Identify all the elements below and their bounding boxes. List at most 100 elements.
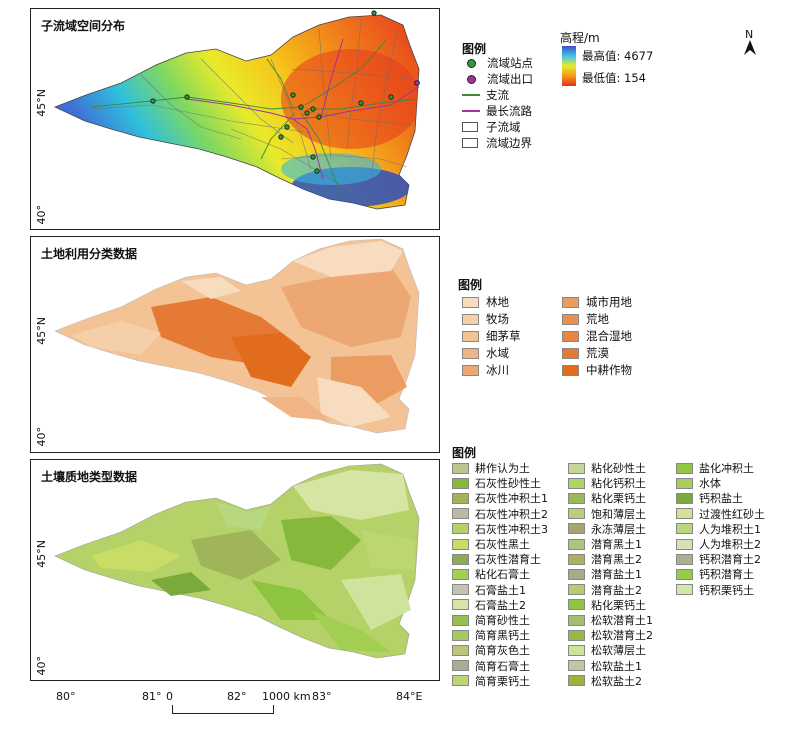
scale-end: 1000 km [262,690,311,703]
landuse-grass: 细茅草 [462,328,521,344]
soil-swatch [568,599,585,611]
soil-swatch [568,477,585,489]
soil-map-panel: 土壤质地类型数据 45°N 40° [30,459,440,681]
soil-legend-item: 盐化冲积土 [676,460,754,476]
soil-label: 过渡性红砂土 [699,507,765,521]
soil-swatch [568,584,585,596]
soil-legend-item: 简育石膏土 [452,658,530,674]
box-icon [462,122,478,132]
soil-label: 简育灰色土 [475,644,530,658]
soil-swatch [452,644,469,656]
soil-legend-item: 松软盐土1 [568,658,642,674]
soil-legend-item: 水体 [676,475,721,491]
soil-patches [91,470,415,652]
lon-label-84: 84°E [396,690,423,703]
soil-map-title: 土壤质地类型数据 [41,470,138,484]
soil-swatch [568,660,585,672]
soil-legend-item: 石膏盐土2 [452,597,526,613]
legend1-title: 图例 [462,42,487,56]
soil-label: 永冻薄层土 [591,522,646,536]
soil-label: 潜育黑土1 [591,538,642,551]
soil-legend-item: 潜育盐土1 [568,566,642,582]
scale-bar [172,705,274,714]
soil-swatch [452,477,469,489]
soil-swatch [452,660,469,672]
lat-label-40: 40° [35,205,48,225]
green-line-icon [462,94,480,96]
legend-longest-path: 最长流路 [462,103,532,119]
soil-swatch [452,538,469,550]
soil-swatch [452,492,469,504]
soil-label: 粘化栗钙土 [591,598,646,612]
soil-legend-item: 石灰性冲积土1 [452,490,548,506]
soil-legend-item: 粘化砂性土 [568,460,646,476]
soil-swatch [676,538,693,550]
soil-legend-item: 石膏盐土1 [452,582,526,598]
landuse-map-title: 土地利用分类数据 [41,247,138,261]
soil-label: 石膏盐土2 [475,598,526,612]
soil-label: 松软薄层土 [591,644,646,658]
soil-swatch [676,508,693,520]
landuse-barren: 荒地 [562,311,609,327]
soil-legend-item: 石灰性砂性土 [452,475,541,491]
soil-label: 石灰性冲积土3 [475,522,548,536]
legend-boundary: 流域边界 [462,135,532,151]
soil-swatch [452,584,469,596]
soil-legend-item: 石灰性冲积土2 [452,506,548,522]
soil-label: 简育黑钙土 [475,629,530,643]
soil-legend-item: 潜育盐土2 [568,582,642,598]
soil-swatch [568,644,585,656]
soil-label: 潜育盐土2 [591,583,642,597]
landuse-crops: 中耕作物 [562,362,632,378]
soil-swatch [452,629,469,641]
lat-label-45: 45°N [35,540,48,568]
lat-label-40: 40° [35,427,48,447]
elevation-max: 最高值: 4677 [582,49,654,63]
elevation-ramp [562,46,576,86]
soil-label: 石灰性砂性土 [475,477,541,491]
legend-station: 流域站点 [462,55,533,71]
basin-outlet [414,80,420,86]
soil-legend-item: 钙积盐土 [676,490,743,506]
soil-legend-item: 粘化石膏土 [452,566,530,582]
soil-label: 潜育盐土1 [591,568,642,582]
soil-legend-item: 耕作认为土 [452,460,530,476]
soil-legend-item: 粘化栗钙土 [568,597,646,613]
soil-swatch [452,614,469,626]
lat-label-45: 45°N [35,317,48,345]
soil-swatch [676,492,693,504]
soil-legend-item: 钙积潜育土 [676,566,754,582]
soil-label: 简育砂性土 [475,614,530,627]
soil-legend-item: 潜育黑土1 [568,536,642,552]
soil-label: 松软盐土1 [591,659,642,673]
soil-label: 粘化栗钙土 [591,492,646,506]
soil-legend-item: 人为堆积土1 [676,521,761,537]
north-label: N [745,28,754,41]
soil-legend-item: 简育砂性土 [452,612,530,628]
legend-tributary: 支流 [462,87,509,103]
elevation-title: 高程/m [560,31,600,45]
basin-stations [150,10,394,174]
soil-label: 人为堆积土2 [699,538,761,551]
soil-label: 简育栗钙土 [475,674,530,688]
soil-legend-item: 石灰性冲积土3 [452,521,548,537]
soil-swatch [452,568,469,580]
soil-label: 石灰性黑土 [475,538,530,551]
soil-legend-item: 人为堆积土2 [676,536,761,552]
soil-label: 石灰性冲积土2 [475,507,548,521]
green-dot-icon [467,58,476,68]
lat-label-45: 45°N [35,89,48,117]
soil-legend-item: 石灰性潜育土 [452,551,541,567]
soil-label: 盐化冲积土 [699,462,754,475]
landuse-urban: 城市用地 [562,294,632,310]
soil-label: 钙积潜育土2 [699,553,761,567]
subbasin-map-title: 子流域空间分布 [41,19,126,33]
soil-legend-item: 永冻薄层土 [568,521,646,537]
soil-label: 钙积潜育土 [699,568,754,582]
subbasin-map-panel: 子流域空间分布 [30,8,440,230]
soil-swatch [676,462,693,474]
soil-label: 松软盐土2 [591,674,642,688]
soil-swatch [676,477,693,489]
soil-swatch [568,675,585,687]
landuse-desert: 荒漠 [562,345,609,361]
